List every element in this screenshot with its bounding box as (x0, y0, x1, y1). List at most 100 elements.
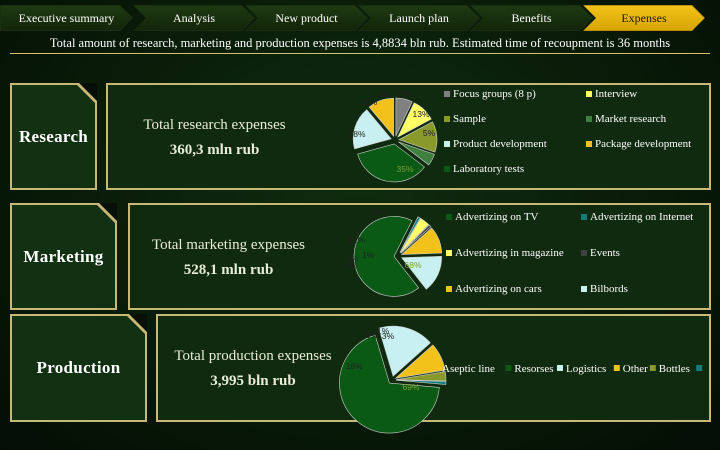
tab-launch-plan-label: Launch plan (389, 10, 449, 25)
legend-item: Interview (595, 88, 637, 100)
legend-item: Advertizing in magazine (455, 247, 564, 259)
production-slice-label: 1% (377, 326, 390, 336)
marketing-section-label[interactable]: Marketing (10, 203, 117, 310)
legend-swatch (581, 250, 587, 256)
marketing-total-value: 528,1 mln rub (183, 262, 274, 278)
legend-item: Product development (453, 138, 547, 150)
marketing-pie-chart: 68%1%4% 1%11%15% Advertizing on TV Advertiz… (345, 207, 693, 297)
marketing-slice-label: 15% (369, 207, 386, 217)
tab-benefits[interactable]: Benefits (470, 5, 593, 31)
production-slice-aseptic-line (339, 334, 440, 434)
production-slice-label: 3% (382, 331, 395, 341)
marketing-slice-label: 1% (345, 260, 358, 270)
marketing-slice-bilbords (401, 255, 442, 290)
legend-swatch (586, 91, 592, 97)
legend-item: Aseptic line (442, 363, 495, 375)
legend-item: Sample (453, 113, 486, 125)
legend-swatch (613, 365, 620, 371)
legend-swatch (581, 286, 587, 292)
legend-item: Advertizing on TV (455, 211, 539, 223)
legend-item: Bottles (659, 363, 690, 375)
research-slice-label: 11% (361, 97, 378, 107)
legend-swatch (649, 365, 656, 371)
production-section-label[interactable]: Production (10, 314, 147, 422)
production-label-text: Production (36, 358, 121, 377)
marketing-slice-label: 4% (346, 254, 359, 264)
legend-item: Bilbords (590, 283, 628, 295)
legend-swatch (505, 365, 512, 371)
marketing-slice-advertizing-on-cars (400, 227, 443, 255)
production-slice-bottles (395, 379, 447, 385)
legend-item: Resorses (514, 363, 553, 375)
legend-swatch (444, 166, 450, 172)
tab-executive-summary[interactable]: Executive summary (0, 5, 133, 31)
research-slice-market-research (398, 141, 435, 166)
tab-analysis[interactable]: Analysis (133, 5, 255, 31)
production-slice-logistics (394, 344, 446, 379)
research-slice-label: 5% (423, 128, 436, 138)
legend-item: Package development (595, 138, 691, 150)
tab-launch-plan[interactable]: Launch plan (358, 5, 480, 31)
marketing-slice-label: 11% (349, 235, 366, 245)
legend-swatch (586, 141, 592, 147)
marketing-slice-label: 1% (362, 250, 375, 260)
tab-benefits-label: Benefits (511, 10, 552, 25)
legend-swatch (444, 116, 450, 122)
research-slice-sample (398, 121, 438, 153)
marketing-label-text: Marketing (23, 246, 104, 266)
marketing-slice-advertizing-in-magazine (400, 217, 430, 254)
legend-swatch (446, 286, 452, 292)
marketing-slice-advertizing-on-internet (399, 216, 421, 253)
research-label-text: Research (18, 126, 89, 146)
tab-expenses-label: Expenses (621, 10, 667, 25)
research-total-title: Total research expenses (143, 117, 286, 133)
legend-item: Events (590, 247, 620, 259)
research-slice-label: 35% (396, 164, 413, 174)
research-slice-interview (397, 102, 432, 138)
tab-new-product[interactable]: New product (245, 5, 368, 31)
research-slice-label: 10% (395, 89, 412, 99)
legend-item: Laboratory tests (453, 163, 524, 175)
research-pie-chart: 7% 10%13% 5% 35% 18% 11% Focus groups (8 p) Int… (348, 88, 691, 183)
legend-swatch (557, 365, 563, 371)
legend-swatch (444, 141, 450, 147)
legend-swatch (696, 365, 703, 371)
research-slice-laboratory-tests (357, 143, 425, 183)
research-legend: Focus groups (8 p) Interview Sample Market … (444, 88, 691, 175)
headline: Total amount of research, marketing and … (10, 36, 710, 54)
legend-swatch (586, 116, 592, 122)
legend-swatch (446, 214, 452, 220)
production-slice-other (395, 371, 447, 382)
marketing-slice-advertizing-on-tv (353, 216, 420, 297)
research-section-label[interactable]: Research (10, 83, 97, 190)
marketing-legend: Advertizing on TV Advertizing on Internet… (446, 211, 693, 295)
legend-swatch (444, 91, 450, 97)
marketing-slice-label: 68% (404, 260, 421, 270)
legend-item: Other (623, 363, 648, 375)
legend-item: Advertizing on Internet (590, 211, 693, 223)
research-slice-package-development (368, 97, 394, 138)
production-total-value: 3,995 bln rub (210, 373, 296, 389)
production-total-title: Total production expenses (174, 348, 332, 364)
marketing-total-title: Total marketing expenses (151, 237, 306, 253)
production-slice-label: 9% (366, 330, 379, 340)
tab-executive-summary-label: Executive summary (18, 10, 115, 25)
legend-item: Market research (595, 113, 667, 125)
production-slice-label: 69% (402, 382, 419, 392)
nav-tabs: Executive summary Analysis New product L… (0, 5, 720, 31)
research-slice-focus-groups-8-p- (395, 97, 413, 137)
research-slice-label: 13% (412, 109, 429, 119)
research-total-value: 360,3 mln rub (169, 142, 260, 158)
marketing-slice-events (400, 224, 432, 254)
legend-swatch (446, 250, 452, 256)
legend-swatch (581, 214, 587, 220)
legend-item: Advertizing on cars (455, 283, 542, 295)
production-slice-label: 18% (345, 361, 362, 371)
tab-analysis-label: Analysis (173, 10, 215, 25)
tab-expenses[interactable]: Expenses (583, 5, 705, 31)
production-slice-resorses (378, 325, 431, 377)
research-slice-label: 18% (348, 129, 365, 139)
legend-item: Focus groups (8 p) (453, 88, 536, 100)
research-slice-label: 7% (379, 90, 392, 100)
